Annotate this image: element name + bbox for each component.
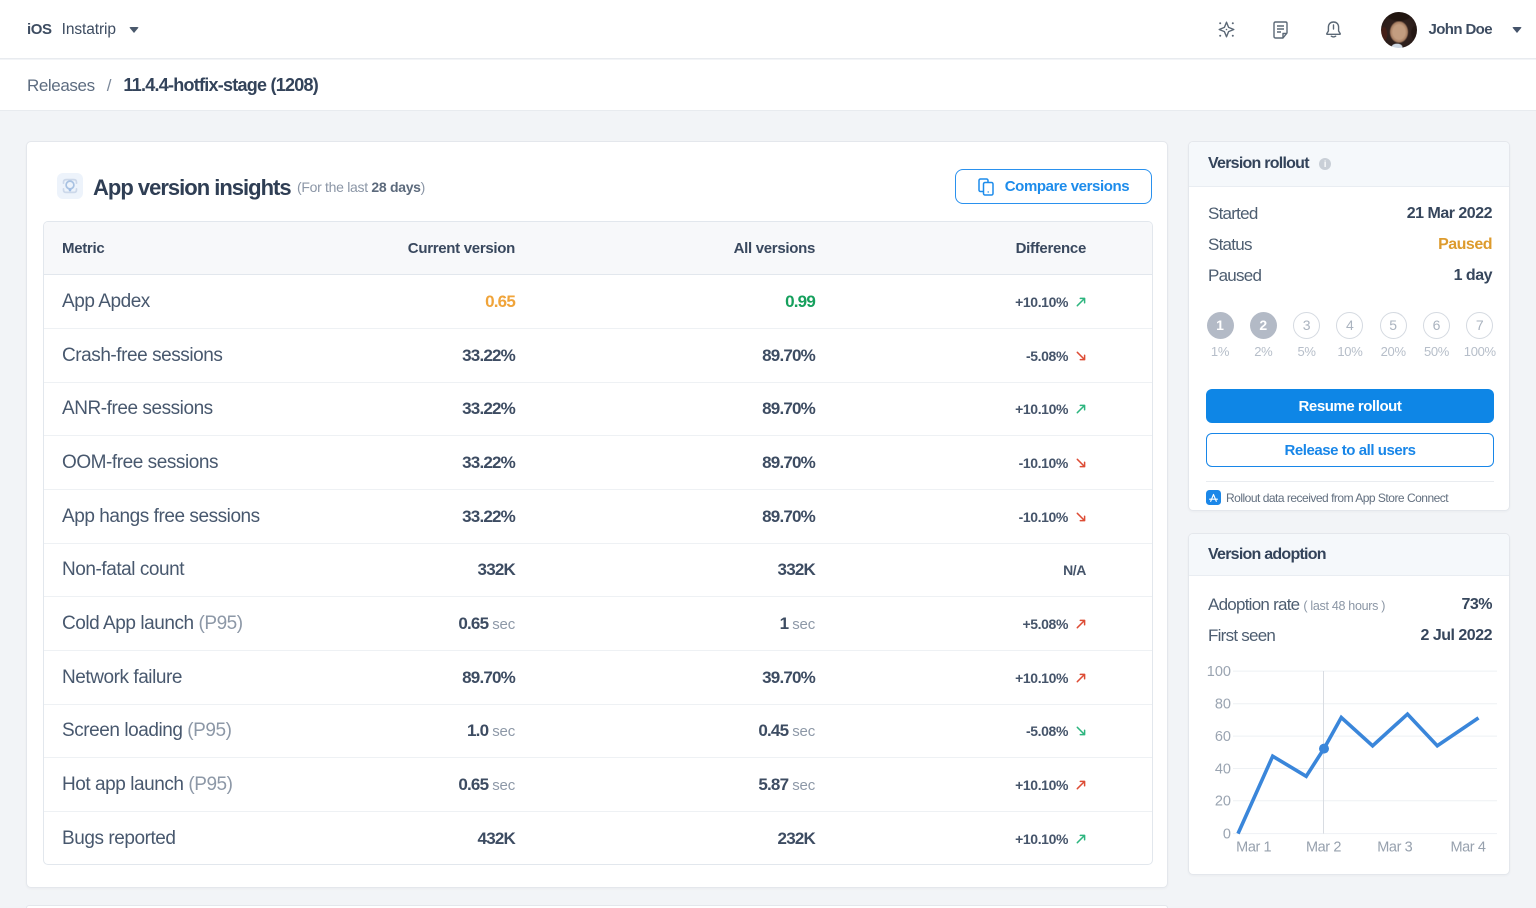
- svg-text:Mar 1: Mar 1: [1236, 840, 1271, 856]
- svg-text:Mar 2: Mar 2: [1306, 840, 1341, 856]
- svg-text:Mar 4: Mar 4: [1450, 840, 1485, 856]
- svg-text:0: 0: [1223, 827, 1231, 843]
- svg-text:20: 20: [1215, 794, 1231, 810]
- svg-text:100: 100: [1207, 664, 1231, 680]
- svg-text:40: 40: [1215, 761, 1231, 777]
- svg-text:Mar 3: Mar 3: [1377, 840, 1412, 856]
- svg-text:80: 80: [1215, 697, 1231, 713]
- svg-text:60: 60: [1215, 729, 1231, 745]
